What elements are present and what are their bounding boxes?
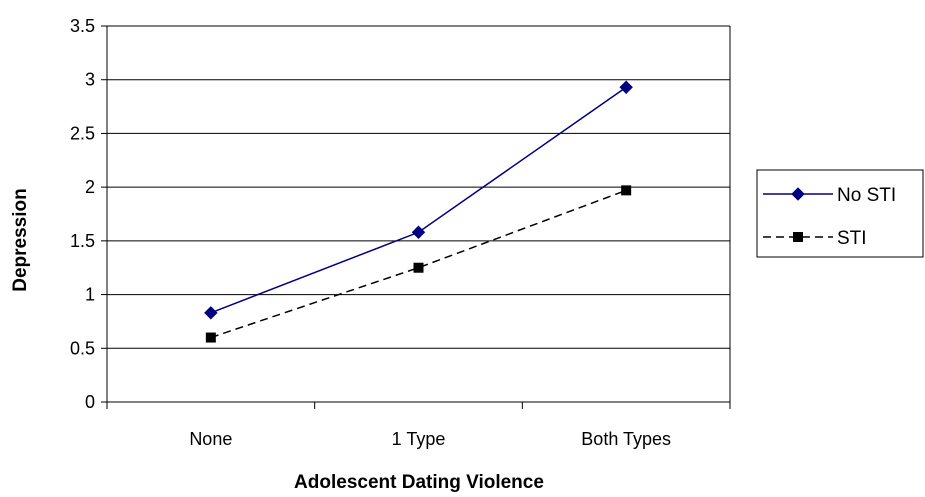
y-tick-label: 3 bbox=[85, 70, 95, 90]
y-tick-label: 1.5 bbox=[70, 231, 95, 251]
legend-marker bbox=[793, 232, 803, 242]
x-tick-label: 1 Type bbox=[392, 429, 446, 449]
y-tick-label: 2 bbox=[85, 177, 95, 197]
data-point-marker bbox=[411, 225, 426, 239]
legend: No STI STI bbox=[756, 169, 924, 258]
data-point-marker bbox=[205, 332, 216, 343]
legend-label: No STI bbox=[837, 185, 896, 206]
x-axis-title: Adolescent Dating Violence bbox=[294, 472, 544, 493]
gridlines bbox=[107, 25, 730, 349]
y-tick-labels: 0 0.5 1 1.5 2 2.5 3 3.5 bbox=[70, 16, 95, 412]
series-line-2 bbox=[210, 189, 627, 339]
x-tick-labels: None 1 Type Both Types bbox=[189, 429, 671, 449]
data-point-marker bbox=[204, 306, 218, 320]
y-tick-label: 0 bbox=[85, 392, 95, 412]
data-point-marker bbox=[413, 262, 424, 273]
data-point-marker bbox=[619, 80, 633, 94]
y-tick-label: 3.5 bbox=[70, 16, 95, 36]
legend-frame bbox=[756, 169, 924, 258]
y-tick-label: 2.5 bbox=[70, 123, 95, 143]
series-line-1 bbox=[210, 86, 627, 314]
y-axis-title: Depression bbox=[10, 188, 31, 291]
axes bbox=[101, 25, 731, 409]
legend-label: STI bbox=[837, 228, 867, 249]
data-point-marker bbox=[621, 185, 632, 196]
x-tick-label: Both Types bbox=[581, 429, 671, 449]
y-tick-label: 0.5 bbox=[70, 338, 95, 358]
series-group bbox=[204, 80, 633, 343]
legend-marker bbox=[791, 187, 805, 201]
x-tick-label: None bbox=[189, 429, 232, 449]
y-tick-label: 1 bbox=[85, 285, 95, 305]
